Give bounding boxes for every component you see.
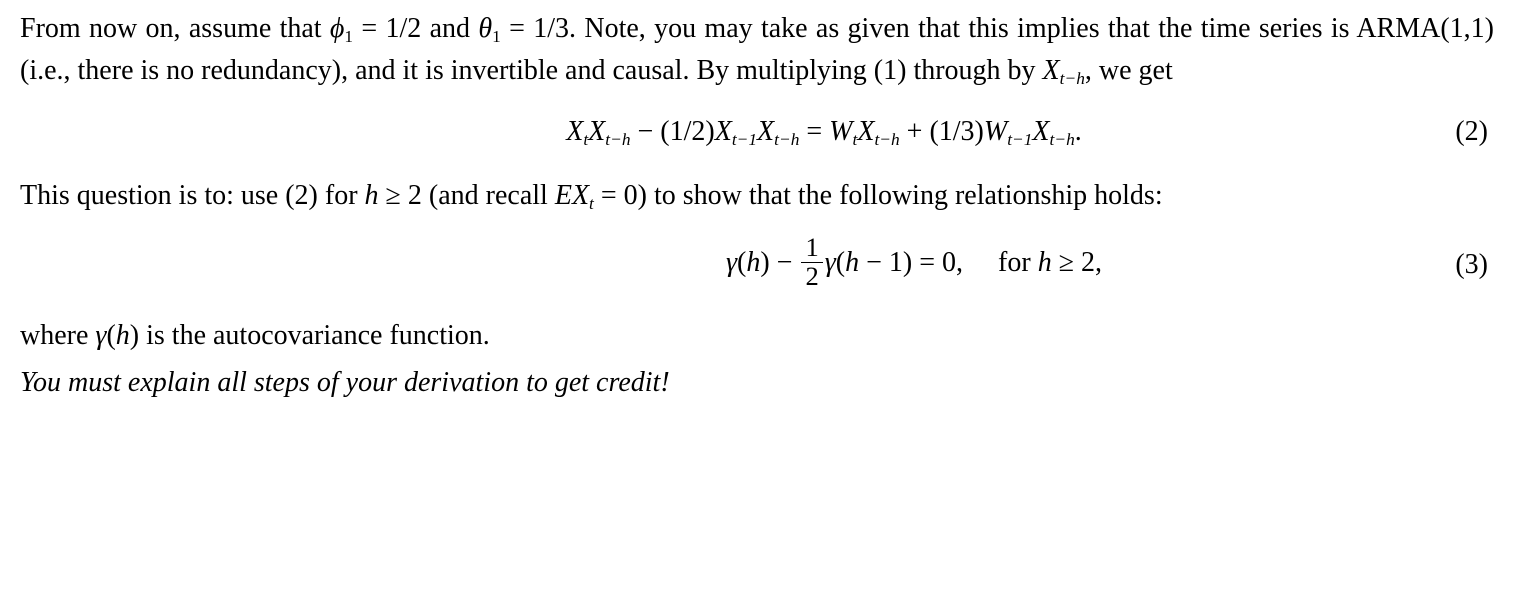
p2-text-1: This question is to: use (2) for: [20, 180, 365, 211]
eq3-eq0: = 0,: [912, 247, 963, 278]
p2-geq: ≥ 2 (and recall: [379, 180, 555, 211]
paragraph-4: You must explain all steps of your deriv…: [20, 362, 1494, 403]
p4-text: You must explain all steps of your deriv…: [20, 367, 670, 398]
eq2-rsub4: t−h: [1050, 130, 1075, 149]
X-var-1: X: [1043, 55, 1060, 86]
equation-3-number: (3): [1428, 244, 1494, 285]
theta-sub: 1: [492, 27, 501, 46]
eq2-rX1: X: [857, 116, 874, 147]
equation-3: γ(h) − 12γ(h − 1) = 0, for h ≥ 2,: [400, 236, 1428, 293]
p2-h: h: [365, 180, 379, 211]
eq3-gamma1: γ: [726, 247, 737, 278]
p3-text-1: where: [20, 320, 95, 351]
eq2-X4: X: [757, 116, 774, 147]
equation-2: XtXt−h − (1/2)Xt−1Xt−h = WtXt−h + (1/3)W…: [220, 111, 1428, 153]
eq2-X3: X: [715, 116, 732, 147]
eq2-rsub3: t−1: [1007, 130, 1032, 149]
eq3-minus1: − 1: [859, 247, 903, 278]
phi-sub: 1: [344, 27, 353, 46]
phi-symbol: ϕ: [330, 13, 345, 44]
p2-X: X: [572, 180, 589, 211]
eq2-sub2: t−h: [605, 130, 630, 149]
eq3-frac: 12: [801, 234, 822, 291]
eq2-sub3: t−1: [732, 130, 757, 149]
p2-E: E: [555, 180, 572, 211]
theta-symbol: θ: [478, 13, 492, 44]
paragraph-1: From now on, assume that ϕ1 = 1/2 and θ1…: [20, 8, 1494, 91]
paragraph-2: This question is to: use (2) for h ≥ 2 (…: [20, 175, 1494, 217]
eq3-minus: −: [770, 247, 800, 278]
eq2-dot: .: [1075, 116, 1082, 147]
p3-h: h: [116, 320, 130, 351]
eq2-rsub2: t−h: [874, 130, 899, 149]
X-sub-1: t−h: [1060, 68, 1085, 87]
p3-text-2: is the autocovariance function.: [139, 320, 490, 351]
eq2-eq: =: [799, 116, 829, 147]
paragraph-3: where γ(h) is the autocovariance functio…: [20, 315, 1494, 356]
p2-text-2: = 0) to show that the following relation…: [594, 180, 1163, 211]
eq2-sub4: t−h: [774, 130, 799, 149]
equation-2-number: (2): [1428, 111, 1494, 152]
eq2-W1: W: [829, 116, 852, 147]
equation-2-row: XtXt−h − (1/2)Xt−1Xt−h = WtXt−h + (1/3)W…: [20, 111, 1494, 153]
eq3-geq2: ≥ 2,: [1052, 247, 1102, 278]
eq3-forh: for: [998, 247, 1038, 278]
eq3-frac-num: 1: [801, 234, 822, 263]
eq3-h1: h: [746, 247, 760, 278]
page: From now on, assume that ϕ1 = 1/2 and θ1…: [0, 0, 1514, 598]
eq2-W2: W: [984, 116, 1007, 147]
p1-text-1: From now on, assume that: [20, 13, 330, 44]
eq3-h3: h: [1038, 247, 1052, 278]
equation-3-row: γ(h) − 12γ(h − 1) = 0, for h ≥ 2, (3): [20, 236, 1494, 293]
eq2-rX2: X: [1032, 116, 1049, 147]
eq3-h2: h: [845, 247, 859, 278]
eq3-frac-den: 2: [801, 263, 822, 291]
p1-text-2: = 1/2 and: [353, 13, 478, 44]
eq2-plus: + (1/3): [900, 116, 984, 147]
p3-gamma: γ: [95, 320, 106, 351]
eq3-gamma2: γ: [825, 247, 836, 278]
eq2-X2: X: [588, 116, 605, 147]
p1-text-4: , we get: [1085, 55, 1173, 86]
eq2-minus: − (1/2): [631, 116, 715, 147]
eq2-X1: X: [566, 116, 583, 147]
